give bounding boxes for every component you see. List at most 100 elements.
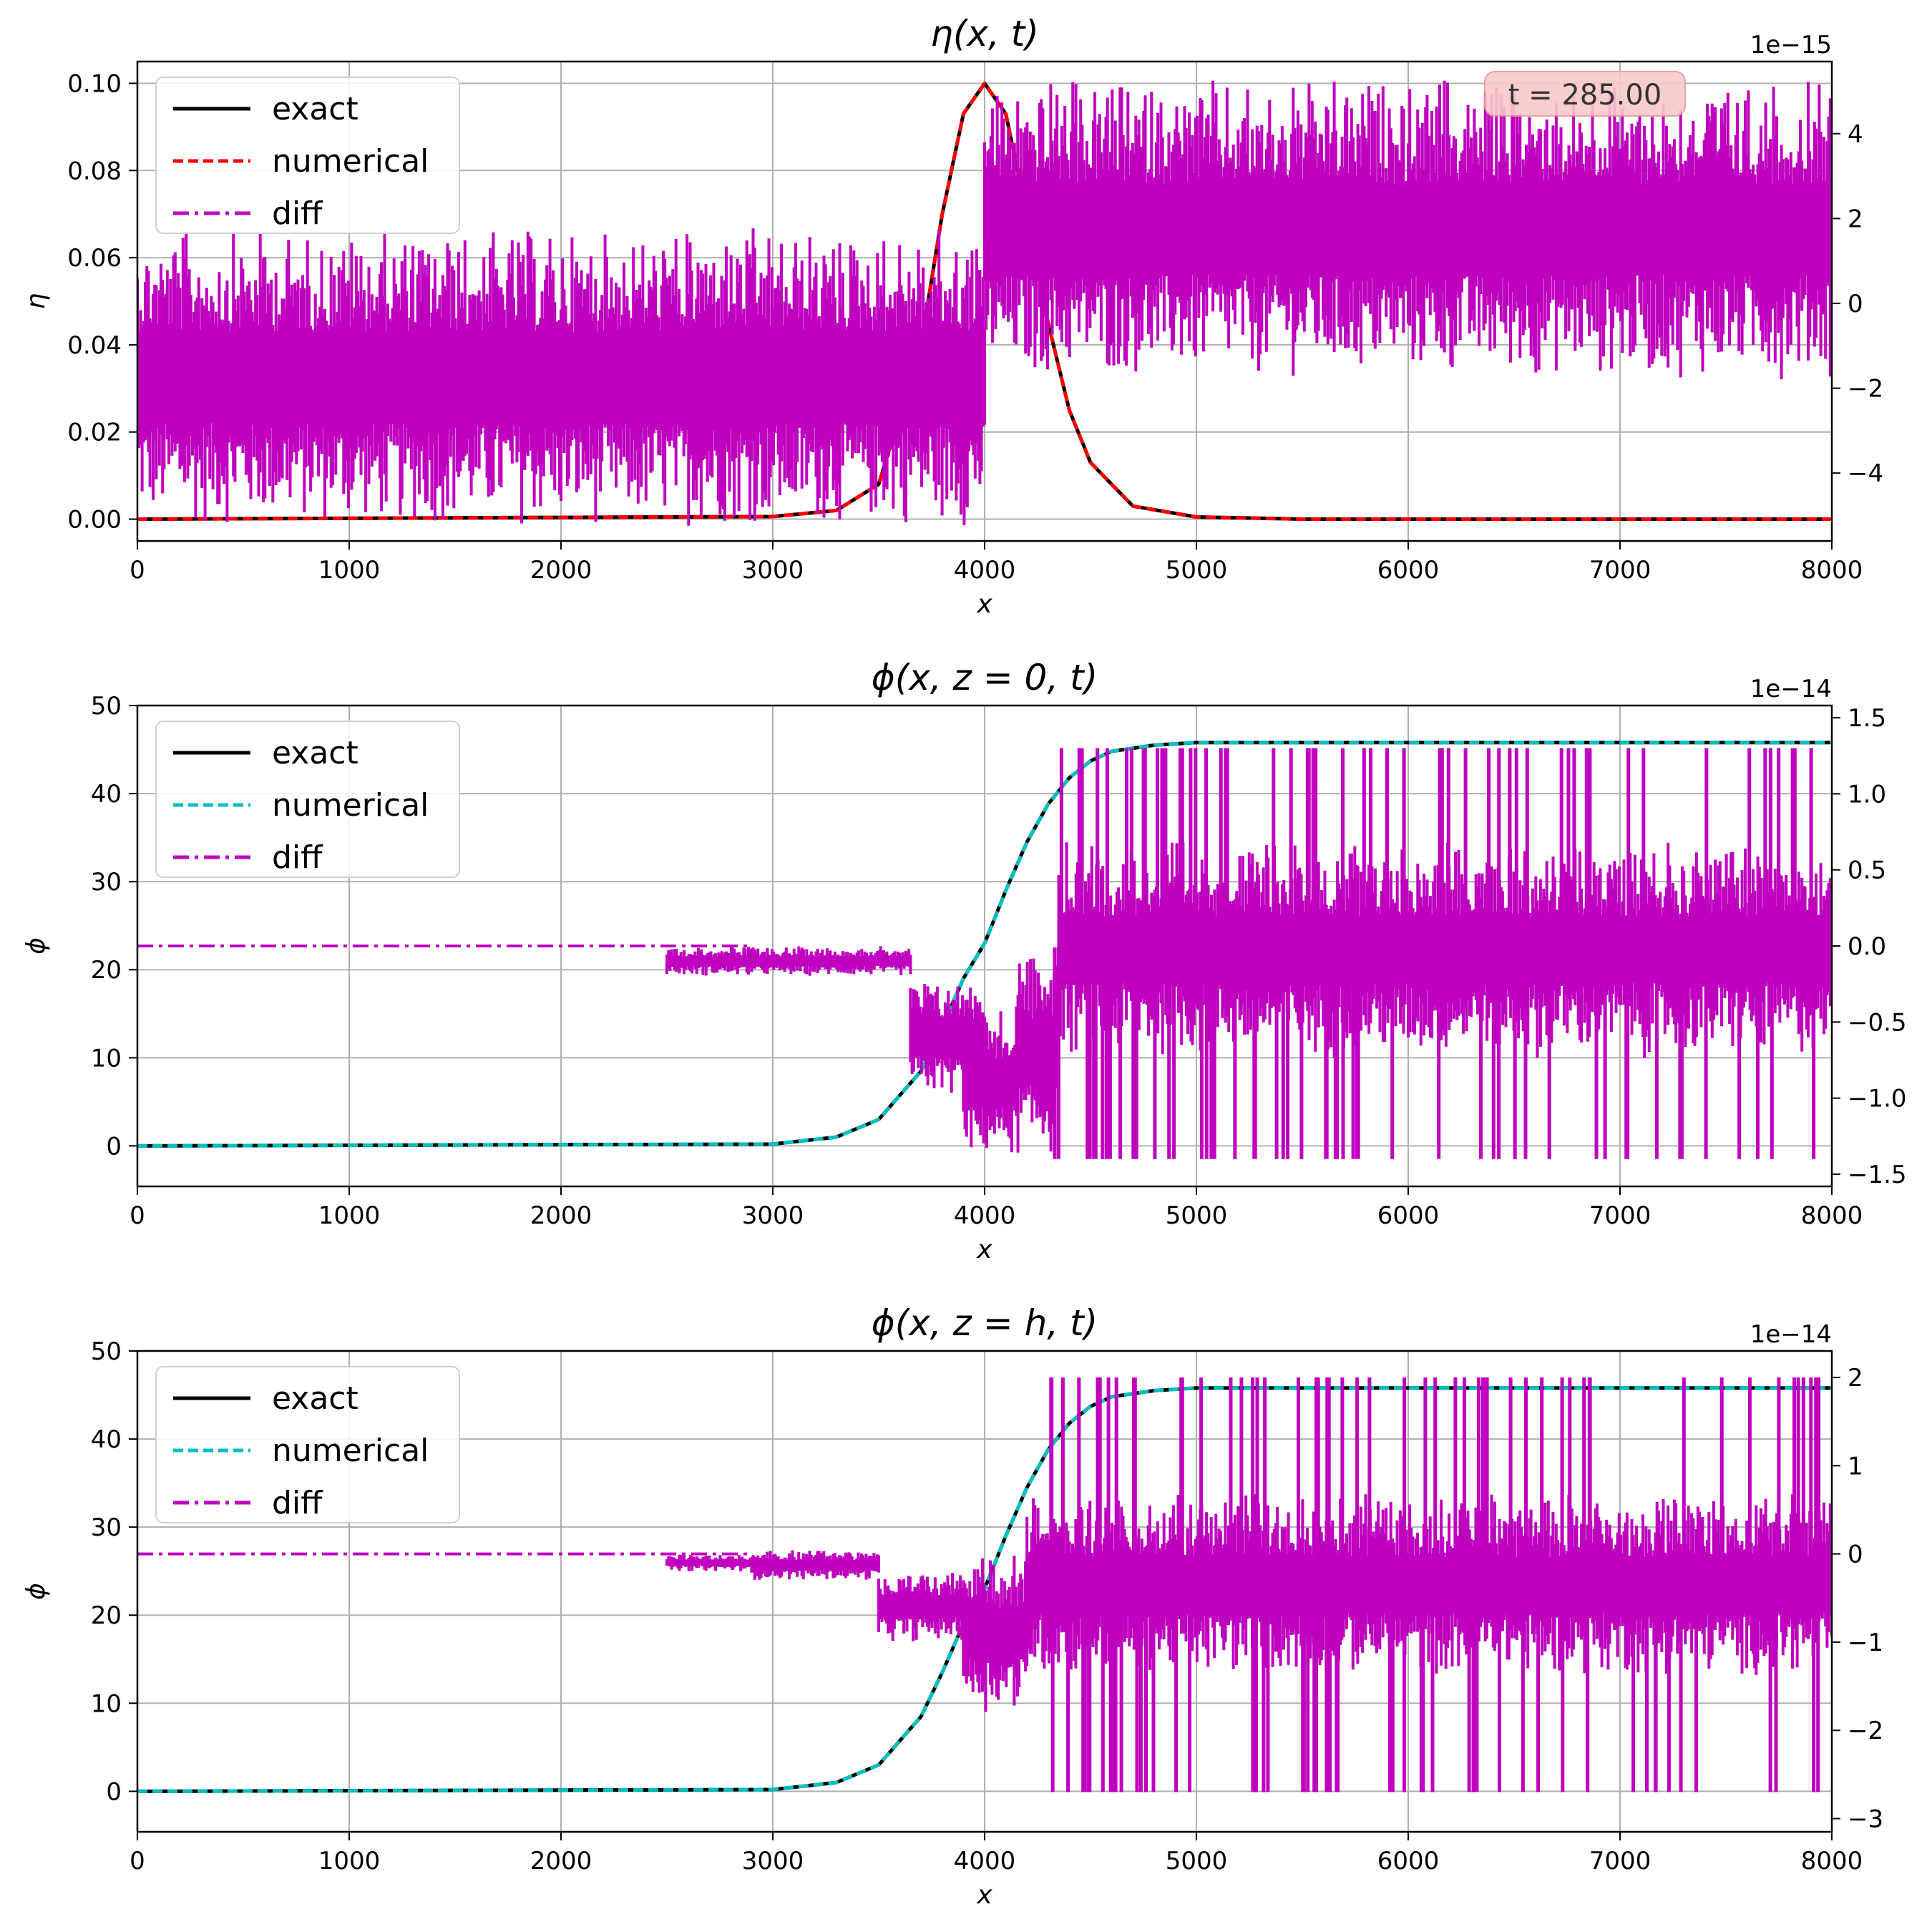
x-tick-label: 6000 bbox=[1377, 556, 1440, 585]
diff-spikes bbox=[1053, 748, 1816, 1159]
plot-area bbox=[137, 741, 1832, 1159]
annotation-text: t = 285.00 bbox=[1508, 79, 1662, 112]
y-axis-label: ϕ bbox=[21, 1583, 51, 1600]
x-tick-label: 1000 bbox=[318, 1847, 381, 1875]
y-axis-label: η bbox=[21, 293, 51, 310]
y-tick-label: 10 bbox=[91, 1689, 122, 1718]
x-tick-label: 2000 bbox=[530, 1201, 592, 1230]
x-tick-label: 4000 bbox=[954, 1847, 1016, 1875]
diff-band bbox=[137, 228, 986, 526]
panel-title: ϕ(x, z = h, t) bbox=[872, 1302, 1098, 1344]
diff-spikes bbox=[1049, 1377, 1821, 1792]
legend: exact numerical diff bbox=[155, 1366, 460, 1523]
diff-band bbox=[665, 1554, 753, 1571]
panel-title: η(x, t) bbox=[930, 13, 1039, 54]
panel-2: 0 1000 2000 3000 4000 5000 6000 7000 8000 0 10 20 30… bbox=[21, 657, 1907, 1264]
diff-band bbox=[665, 947, 753, 976]
y-tick-label: 30 bbox=[91, 868, 122, 897]
legend-label-exact: exact bbox=[272, 1380, 358, 1417]
x-tick-label: 0 bbox=[130, 1847, 145, 1875]
legend-label-numerical: numerical bbox=[272, 1433, 429, 1469]
x-tick-label: 5000 bbox=[1166, 556, 1228, 585]
legend-label-exact: exact bbox=[272, 91, 358, 127]
y2-tick-label: 4 bbox=[1848, 120, 1863, 149]
series-diff bbox=[137, 748, 1832, 1159]
y2-offset-label: 1e−14 bbox=[1750, 1320, 1832, 1349]
y-tick-label: 30 bbox=[91, 1513, 122, 1542]
y-tick-label: 10 bbox=[91, 1044, 122, 1073]
legend-frame bbox=[155, 77, 460, 234]
legend-label-numerical: numerical bbox=[272, 787, 429, 824]
y2-tick-label: −2 bbox=[1848, 1717, 1883, 1745]
x-tick-label: 3000 bbox=[742, 556, 804, 585]
plot-area bbox=[137, 80, 1832, 526]
y-tick-label: 20 bbox=[91, 956, 122, 985]
y2-tick-label: 2 bbox=[1848, 205, 1863, 233]
y-tick-label: 0.08 bbox=[67, 157, 122, 185]
x-tick-label: 7000 bbox=[1589, 1201, 1652, 1230]
plot-area bbox=[137, 1377, 1832, 1793]
x-tick-label: 1000 bbox=[318, 1201, 381, 1230]
y2-tick-label: 1.0 bbox=[1848, 780, 1886, 809]
x-tick-label: 3000 bbox=[742, 1201, 804, 1230]
y-tick-label: 0.04 bbox=[67, 331, 122, 360]
x-tick-label: 0 bbox=[130, 1201, 145, 1230]
legend-frame bbox=[155, 721, 460, 878]
x-tick-label: 7000 bbox=[1589, 556, 1652, 585]
y-tick-label: 0 bbox=[106, 1132, 122, 1161]
series-numerical bbox=[137, 82, 1832, 521]
diff-band bbox=[983, 80, 1832, 379]
y2-tick-label: −4 bbox=[1848, 459, 1883, 488]
y-tick-label: 20 bbox=[91, 1601, 122, 1630]
y2-tick-label: −3 bbox=[1848, 1805, 1883, 1834]
diff-band bbox=[1015, 958, 1060, 1153]
y2-tick-label: 1.5 bbox=[1848, 704, 1886, 733]
y2-tick-label: −1.5 bbox=[1848, 1161, 1907, 1189]
y2-tick-label: 0.0 bbox=[1848, 932, 1886, 961]
panel-title: ϕ(x, z = 0, t) bbox=[872, 657, 1098, 698]
y-tick-label: 0.00 bbox=[67, 506, 122, 535]
diff-band bbox=[750, 1550, 880, 1580]
x-tick-label: 6000 bbox=[1377, 1847, 1440, 1875]
y2-tick-label: 0.5 bbox=[1848, 857, 1886, 885]
x-tick-label: 7000 bbox=[1589, 1847, 1652, 1875]
x-tick-label: 2000 bbox=[530, 556, 592, 585]
series-diff bbox=[137, 80, 1832, 526]
y-tick-label: 0 bbox=[106, 1777, 122, 1806]
y-tick-label: 0.02 bbox=[67, 419, 122, 447]
y-tick-label: 50 bbox=[91, 692, 122, 721]
legend: exact numerical diff bbox=[155, 77, 460, 234]
y-tick-label: 0.10 bbox=[67, 69, 122, 98]
legend-label-diff: diff bbox=[272, 839, 323, 876]
x-tick-label: 8000 bbox=[1801, 556, 1863, 585]
legend-label-numerical: numerical bbox=[272, 143, 429, 180]
y2-tick-label: 0 bbox=[1848, 1541, 1863, 1569]
x-axis-label: x bbox=[976, 590, 992, 619]
x-tick-label: 5000 bbox=[1166, 1847, 1228, 1875]
time-annotation: t = 285.00 bbox=[1484, 71, 1686, 117]
x-tick-label: 3000 bbox=[742, 1847, 804, 1875]
x-tick-label: 4000 bbox=[954, 1201, 1016, 1230]
y2-offset-label: 1e−14 bbox=[1750, 675, 1832, 703]
x-axis-label: x bbox=[976, 1235, 992, 1264]
y2-offset-label: 1e−15 bbox=[1750, 31, 1832, 59]
y2-tick-label: −2 bbox=[1848, 375, 1883, 404]
y2-tick-label: −1 bbox=[1848, 1629, 1883, 1657]
series-numerical bbox=[137, 1386, 1832, 1793]
x-tick-label: 8000 bbox=[1801, 1201, 1863, 1230]
x-axis-label: x bbox=[976, 1880, 992, 1910]
y2-tick-label: −1.0 bbox=[1848, 1085, 1907, 1113]
panel-3: 0 1000 2000 3000 4000 5000 6000 7000 80000102030… bbox=[21, 1302, 1883, 1910]
panel-1: 0 1000 2000 3000 4000 5000 6000 7000 8000 0.00 0.0… bbox=[21, 13, 1883, 619]
y-tick-label: 40 bbox=[91, 1425, 122, 1454]
y-axis-label: ϕ bbox=[21, 937, 51, 955]
annotation-box bbox=[1484, 71, 1686, 117]
legend-frame bbox=[155, 1366, 460, 1523]
diff-band bbox=[750, 946, 912, 976]
diff-band bbox=[962, 1556, 1029, 1712]
y-tick-label: 50 bbox=[91, 1337, 122, 1366]
y2-tick-label: 0 bbox=[1848, 290, 1863, 318]
y-tick-label: 40 bbox=[91, 780, 122, 809]
x-tick-label: 5000 bbox=[1166, 1201, 1228, 1230]
